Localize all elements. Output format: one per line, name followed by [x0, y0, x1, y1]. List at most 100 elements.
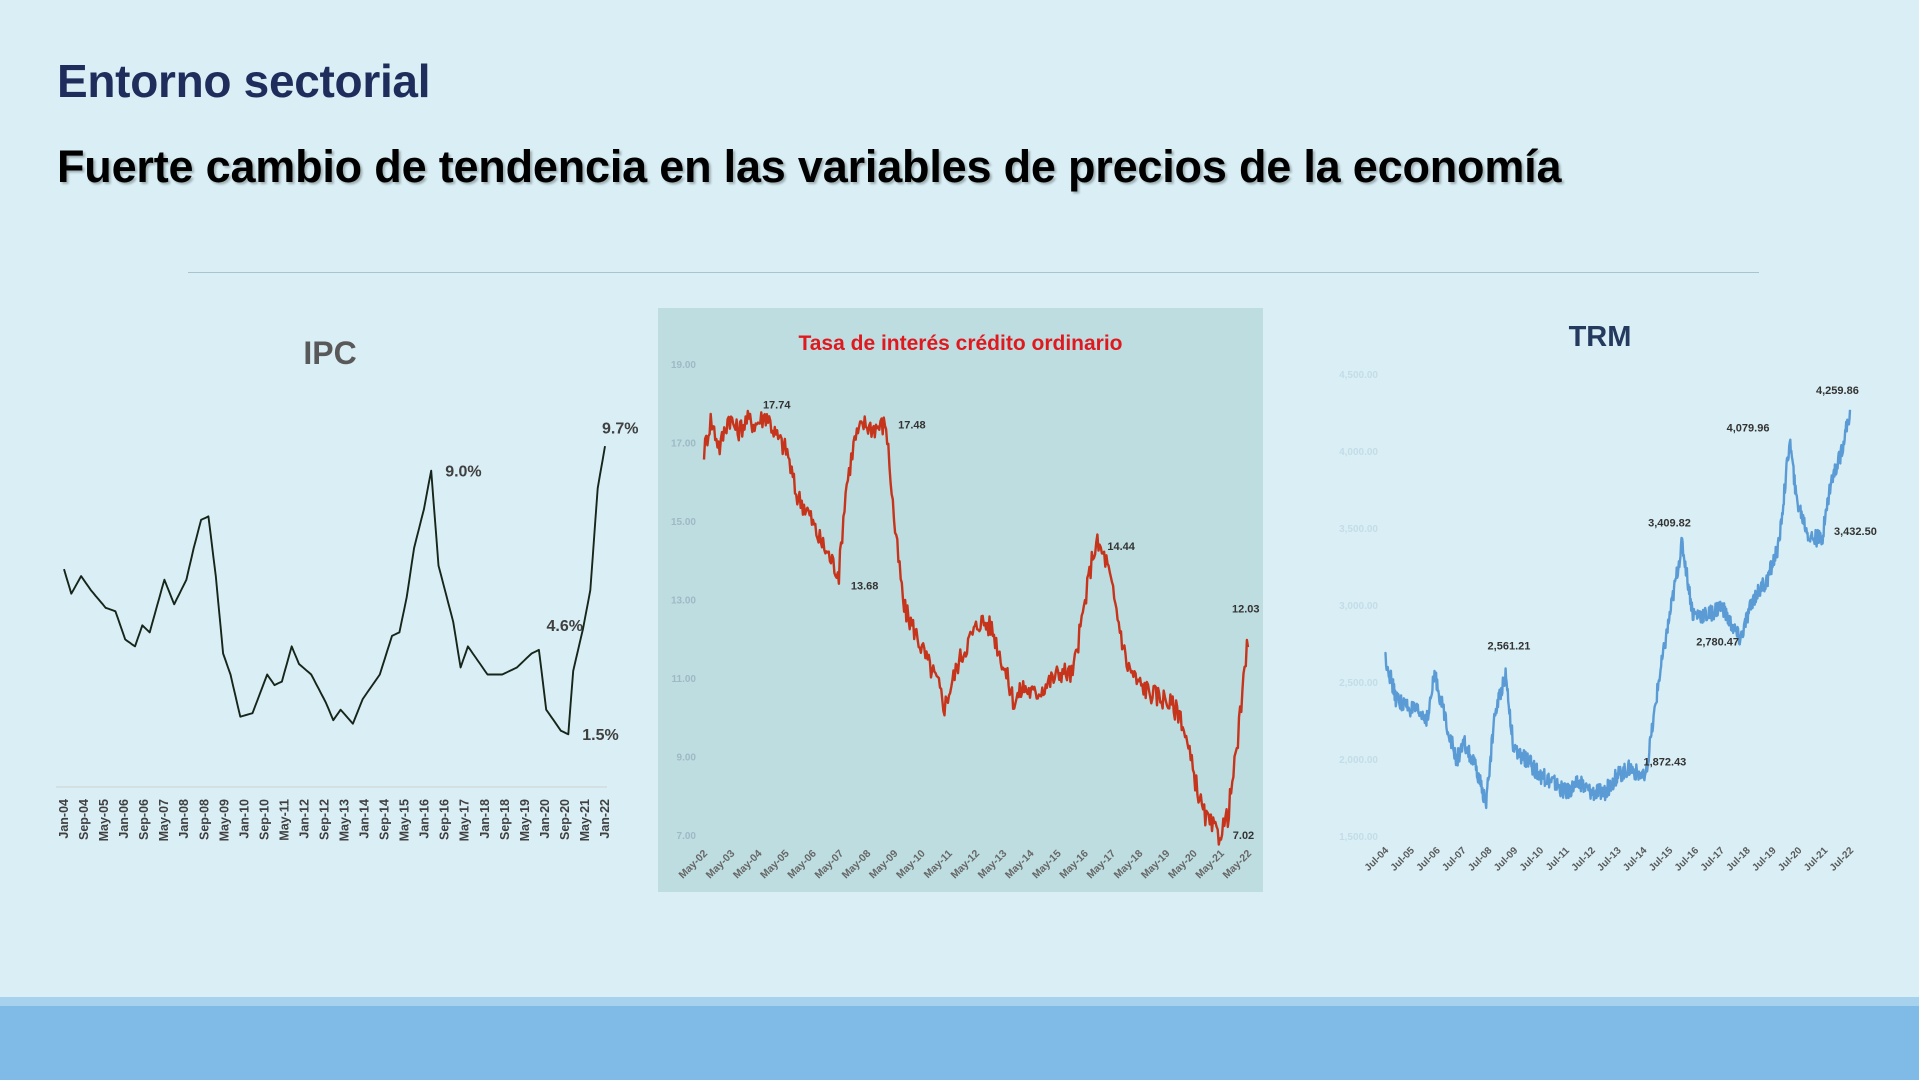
data-label: 3,432.50	[1834, 526, 1877, 538]
x-tick-label: May-15	[1030, 848, 1064, 882]
slide-headline: Fuerte cambio de tendencia en las variab…	[57, 141, 1562, 192]
y-tick-label: 2,500.00	[1339, 678, 1378, 689]
y-tick-label: 4,500.00	[1339, 370, 1378, 381]
x-tick-label: Jan-12	[297, 799, 311, 839]
x-tick-label: Jan-08	[177, 799, 191, 839]
x-tick-label: May-11	[277, 799, 291, 841]
data-label: 4,259.86	[1816, 385, 1859, 397]
section-title: Entorno sectorial	[57, 55, 431, 107]
x-tick-label: Jul-07	[1440, 845, 1469, 874]
x-tick-label: Jan-18	[478, 799, 492, 839]
data-label: 3,409.82	[1648, 518, 1691, 530]
x-tick-label: May-22	[1220, 848, 1254, 882]
x-tick-label: Jul-05	[1389, 845, 1418, 874]
y-tick-label: 13.00	[671, 596, 696, 607]
ipc-chart: IPC Jan-04 Sep-04 May-05 Jan-06 Sep-06 May-07…	[50, 325, 638, 885]
x-tick-label: May-09	[217, 799, 231, 841]
data-label: 13.68	[851, 581, 879, 593]
y-tick-label: 2,000.00	[1339, 755, 1378, 766]
y-tick-label: 11.00	[672, 674, 697, 685]
y-tick-label: 4,000.00	[1339, 447, 1378, 458]
data-label: 1,872.43	[1643, 756, 1686, 768]
x-tick-label: Jul-04	[1363, 845, 1392, 874]
x-tick-label: Jul-08	[1466, 845, 1495, 874]
x-tick-label: May-12	[948, 848, 982, 882]
x-tick-label: May-03	[704, 848, 738, 882]
x-tick-label: May-17	[1084, 848, 1118, 882]
y-tick-label: 1,500.00	[1339, 832, 1378, 843]
x-tick-label: Sep-14	[378, 799, 392, 840]
x-tick-label: May-20	[1166, 848, 1200, 882]
data-label: 17.74	[763, 399, 791, 411]
x-tick-label: Sep-18	[498, 799, 512, 840]
series-line	[702, 409, 1250, 846]
x-tick-label: May-19	[1139, 848, 1173, 882]
tasa-chart-title: Tasa de interés crédito ordinario	[798, 332, 1123, 355]
y-tick-label: 3,500.00	[1339, 524, 1378, 535]
x-tick-label: May-07	[157, 799, 171, 841]
x-tick-label: May-13	[976, 848, 1010, 882]
data-label: 12.03	[1232, 603, 1260, 615]
x-tick-label: May-15	[398, 799, 412, 841]
x-tick-label: May-17	[458, 799, 472, 841]
x-tick-label: Jul-17	[1699, 845, 1728, 874]
x-tick-label: Sep-16	[438, 799, 452, 840]
x-tick-label: Jul-12	[1570, 845, 1599, 874]
x-tick-label: Jan-06	[117, 799, 131, 839]
data-label: 9.0%	[445, 463, 481, 480]
x-tick-label: Sep-10	[257, 799, 271, 840]
x-tick-label: May-10	[894, 848, 928, 882]
x-tick-label: Jul-13	[1595, 845, 1624, 874]
x-tick-label: May-09	[867, 848, 901, 882]
y-tick-label: 7.00	[677, 831, 697, 842]
x-tick-label: May-07	[812, 848, 846, 882]
trm-chart-title: TRM	[1568, 321, 1632, 353]
tasa-chart-plot: 7.009.0011.0013.0015.0017.0019.00May-02M…	[671, 360, 1260, 882]
x-tick-label: May-13	[338, 799, 352, 841]
x-tick-label: May-05	[758, 848, 792, 882]
data-label: 4,079.96	[1727, 423, 1770, 435]
data-label: 2,561.21	[1488, 640, 1531, 652]
x-tick-label: Jul-09	[1492, 845, 1521, 874]
x-tick-label: May-21	[1193, 848, 1227, 882]
x-tick-label: May-18	[1112, 848, 1146, 882]
y-tick-label: 15.00	[671, 517, 696, 528]
y-tick-label: 17.00	[671, 439, 696, 450]
x-tick-label: Jul-14	[1621, 845, 1650, 874]
data-label: 17.48	[898, 420, 926, 432]
data-label: 1.5%	[582, 727, 618, 744]
tasa-chart: Tasa de interés crédito ordinario 7.00 9.…	[658, 308, 1263, 892]
x-tick-label: May-19	[518, 799, 532, 841]
ipc-chart-plot: Jan-04 Sep-04 May-05 Jan-06 Sep-06 May-07 Jan-…	[56, 421, 638, 841]
x-tick-label: Jan-14	[358, 799, 372, 839]
x-tick-label: Jul-16	[1673, 845, 1702, 874]
x-tick-label: May-21	[578, 799, 592, 841]
x-tick-label: May-02	[676, 848, 710, 882]
x-tick-label: Jul-06	[1415, 845, 1444, 874]
x-tick-label: May-14	[1003, 848, 1037, 882]
y-tick-label: 19.00	[671, 360, 696, 371]
y-tick-label: 9.00	[677, 753, 697, 764]
x-tick-label: Jul-15	[1647, 845, 1676, 874]
series-line	[63, 445, 606, 736]
x-tick-label: Jul-22	[1828, 845, 1857, 874]
data-label: 2,780.47	[1696, 637, 1739, 649]
x-tick-label: Sep-06	[137, 799, 151, 840]
footer-band	[0, 997, 1919, 1080]
x-tick-label: Jul-11	[1544, 845, 1572, 873]
x-tick-label: Jul-21	[1802, 845, 1831, 874]
x-tick-label: Sep-12	[317, 799, 331, 840]
x-tick-label: May-05	[97, 799, 111, 841]
x-tick-label: Jul-10	[1518, 845, 1547, 874]
x-tick-label: May-16	[1057, 848, 1091, 882]
x-tick-label: May-06	[785, 848, 819, 882]
data-label: 4.6%	[546, 618, 582, 635]
x-tick-label: Jul-18	[1725, 845, 1754, 874]
trm-chart: TRM 1,500.00 2,000.00 2,500.00 3,000.00 3,50…	[1339, 315, 1877, 885]
x-tick-label: May-11	[922, 848, 955, 881]
y-tick-label: 3,000.00	[1339, 601, 1378, 612]
x-tick-label: Sep-04	[77, 799, 91, 840]
x-tick-label: Sep-20	[558, 799, 572, 840]
x-tick-label: Jan-22	[598, 799, 612, 839]
x-tick-label: May-08	[840, 848, 874, 882]
